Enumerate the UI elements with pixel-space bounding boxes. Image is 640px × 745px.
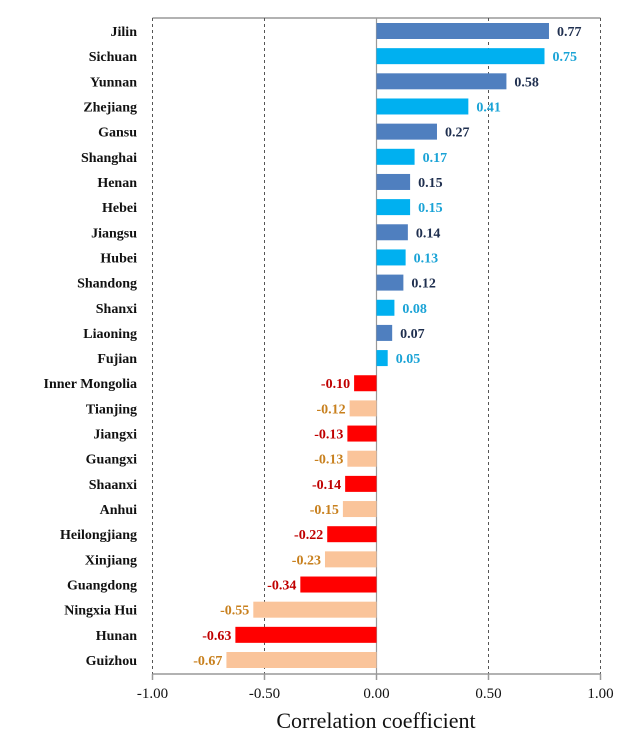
- bar-jilin: [376, 23, 549, 39]
- category-label: Shaanxi: [89, 478, 137, 493]
- category-label: Shanghai: [81, 151, 137, 166]
- bar-hubei: [376, 249, 406, 266]
- bar-guangxi: [347, 450, 377, 467]
- category-label: Liaoning: [83, 327, 137, 342]
- value-label: 0.15: [418, 201, 443, 216]
- bar-xinjiang: [324, 551, 377, 568]
- category-label: Guangdong: [67, 579, 137, 594]
- value-label: 0.13: [414, 251, 439, 266]
- bar-henan: [376, 173, 411, 190]
- value-label: 0.41: [476, 100, 501, 115]
- bar-gansu: [376, 123, 437, 140]
- bar-guizhou: [226, 652, 377, 668]
- bar-inner-mongolia: [354, 375, 377, 392]
- x-tick-label: -0.50: [249, 686, 280, 702]
- value-label: -0.13: [314, 453, 343, 468]
- value-label: 0.15: [418, 176, 443, 191]
- x-tick-label: 0.00: [363, 686, 389, 702]
- value-label: -0.63: [202, 629, 231, 644]
- category-label: Henan: [97, 176, 137, 191]
- bar-shanxi: [376, 299, 395, 316]
- category-label: Shandong: [77, 277, 137, 292]
- value-label: -0.10: [321, 377, 350, 392]
- bar-shanghai: [376, 148, 415, 165]
- x-axis-title: Correlation coefficient: [276, 708, 475, 733]
- bar-yunnan: [376, 73, 507, 90]
- value-label: -0.23: [292, 553, 321, 568]
- category-label: Hunan: [96, 629, 137, 644]
- bar-tianjing: [349, 400, 377, 417]
- category-label: Guangxi: [86, 453, 137, 468]
- bar-hunan: [235, 626, 377, 643]
- category-labels: Jilin Sichuan Yunnan Zhejiang Gansu Shanghai H…: [44, 25, 138, 669]
- value-label: -0.12: [316, 402, 345, 417]
- x-tick-label: 1.00: [587, 686, 613, 702]
- category-label: Jiangsu: [91, 226, 137, 241]
- x-tick-label: 0.50: [475, 686, 501, 702]
- category-label: Guizhou: [86, 654, 138, 669]
- category-label: Hebei: [102, 201, 137, 216]
- value-label: 0.77: [557, 25, 582, 40]
- category-label: Xinjiang: [85, 553, 137, 568]
- x-tick-label: -1.00: [137, 686, 168, 702]
- bar-ningxia-hui: [253, 601, 377, 618]
- category-label: Jiangxi: [93, 428, 137, 443]
- value-label: 0.07: [400, 327, 425, 342]
- bar-hebei: [376, 199, 411, 216]
- category-label: Fujian: [97, 352, 137, 367]
- bars: [226, 23, 549, 668]
- value-label: -0.34: [267, 579, 296, 594]
- value-label: 0.27: [445, 126, 470, 141]
- bar-shaanxi: [345, 475, 377, 492]
- bar-sichuan: [376, 48, 545, 65]
- value-label: 0.14: [416, 226, 441, 241]
- value-label: -0.55: [220, 604, 249, 619]
- category-label: Tianjing: [86, 402, 137, 417]
- value-label: -0.15: [310, 503, 339, 518]
- category-label: Sichuan: [89, 50, 137, 65]
- category-label: Zhejiang: [83, 100, 137, 115]
- category-label: Ningxia Hui: [64, 604, 137, 619]
- value-label: -0.14: [312, 478, 341, 493]
- value-label: -0.13: [314, 428, 343, 443]
- category-label: Inner Mongolia: [44, 377, 137, 392]
- value-label: 0.08: [402, 302, 427, 317]
- value-label: 0.17: [423, 151, 448, 166]
- bar-anhui: [342, 501, 377, 518]
- category-label: Hubei: [100, 251, 137, 266]
- category-label: Shanxi: [96, 302, 137, 317]
- category-label: Yunnan: [90, 75, 137, 90]
- grid-lines: [152, 17, 601, 674]
- value-label: -0.22: [294, 528, 323, 543]
- category-label: Gansu: [98, 126, 137, 141]
- value-label: -0.67: [193, 654, 222, 669]
- bar-jiangsu: [376, 224, 408, 241]
- bar-jiangxi: [347, 425, 377, 442]
- x-axis: -1.00 -0.50 0.00 0.50 1.00: [137, 673, 614, 702]
- value-labels: 0.77 0.75 0.58 0.41 0.27 0.17 0.15 0.15 0.14 0.13…: [193, 25, 581, 669]
- value-label: 0.12: [411, 277, 436, 292]
- value-label: 0.75: [553, 50, 578, 65]
- category-label: Anhui: [100, 503, 137, 518]
- bar-liaoning: [376, 324, 393, 341]
- category-label: Heilongjiang: [60, 528, 137, 543]
- bar-heilongjiang: [327, 526, 377, 543]
- bar-zhejiang: [376, 98, 469, 115]
- bar-guangdong: [300, 576, 377, 593]
- value-label: 0.58: [514, 75, 539, 90]
- bar-fujian: [376, 350, 388, 367]
- value-label: 0.05: [396, 352, 421, 367]
- bar-shandong: [376, 274, 404, 291]
- category-label: Jilin: [111, 25, 138, 40]
